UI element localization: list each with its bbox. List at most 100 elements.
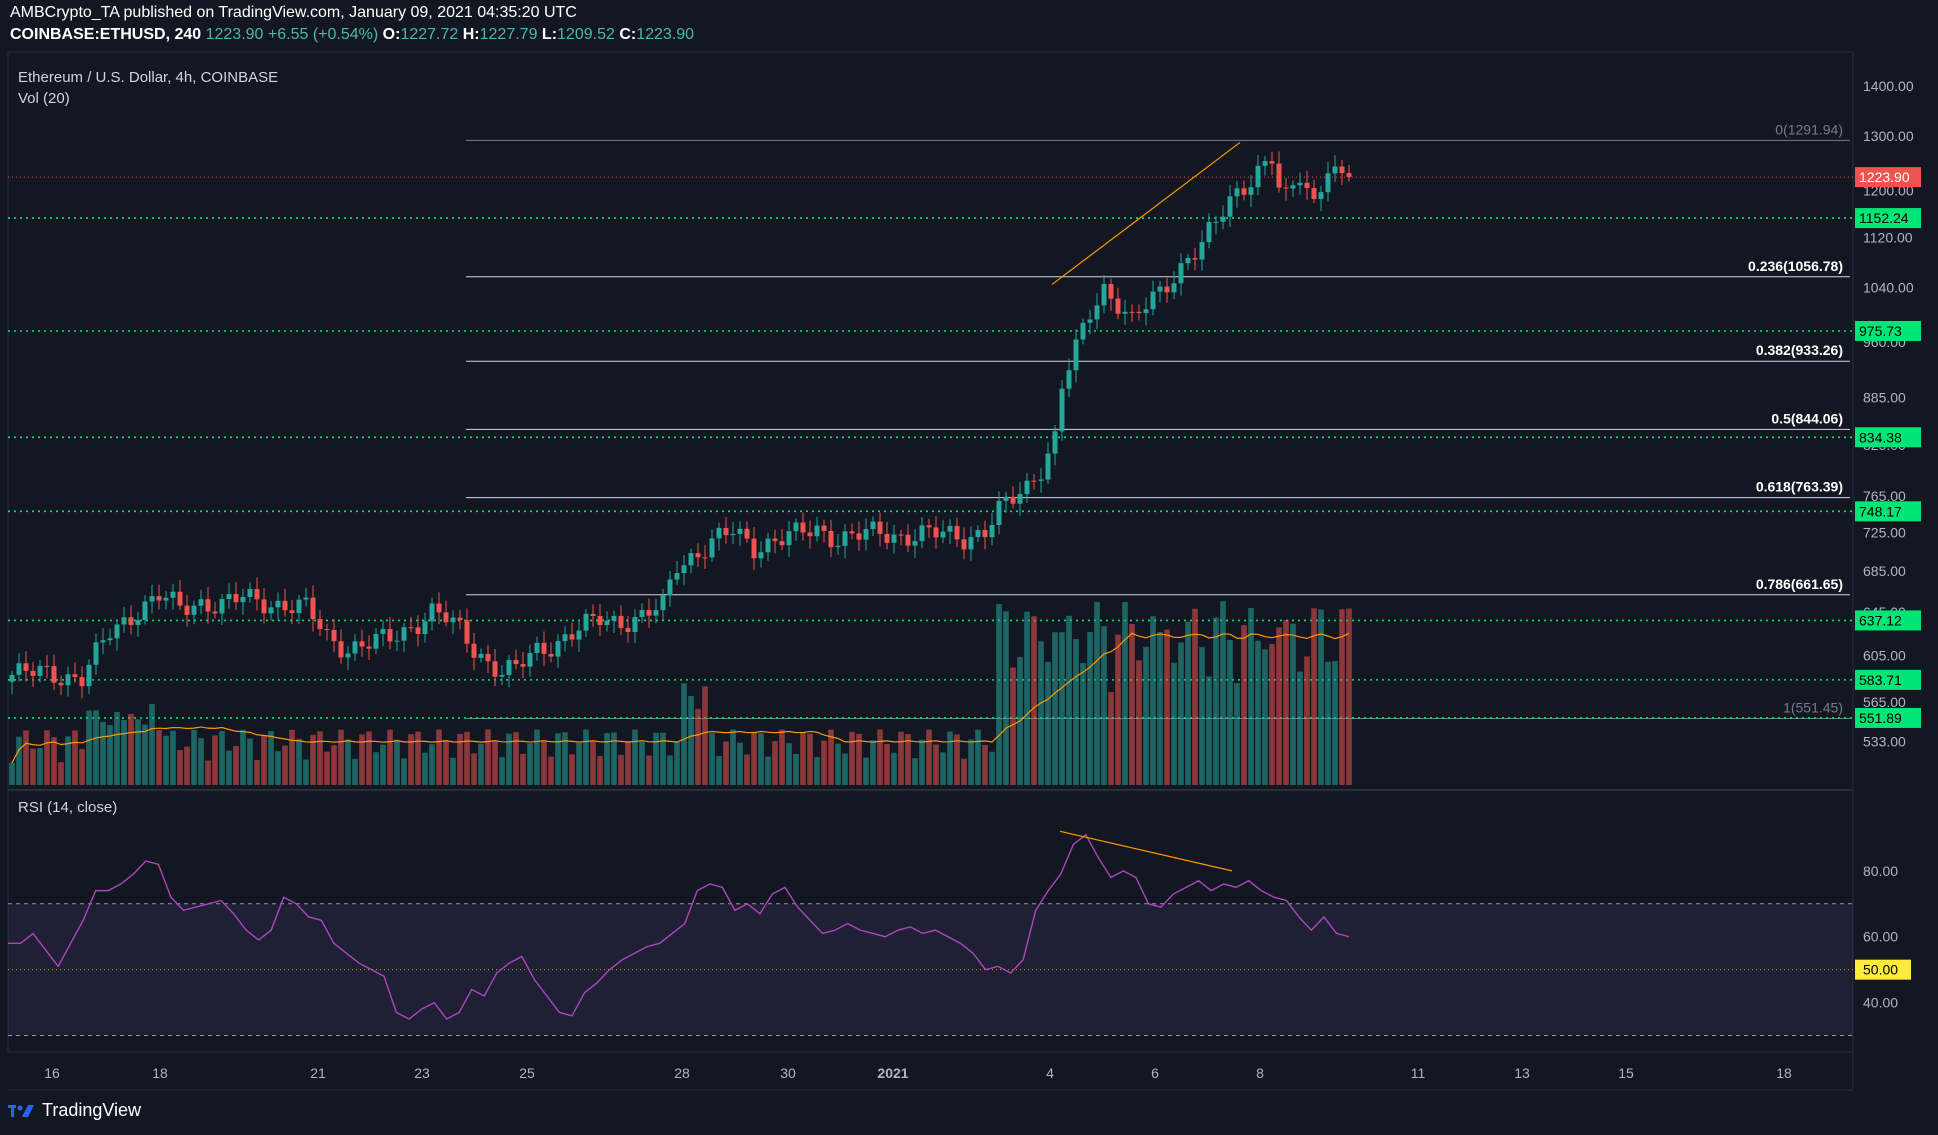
symbol-label[interactable]: COINBASE:ETHUSD, 240 xyxy=(10,26,202,43)
rsi-band-fill xyxy=(8,903,1853,1036)
candle-body xyxy=(100,640,106,643)
candle-body xyxy=(674,573,680,580)
volume-bar xyxy=(968,739,974,785)
candle-body xyxy=(989,524,995,538)
price-axis-tick: 1120.00 xyxy=(1863,229,1913,245)
volume-bar xyxy=(625,742,631,785)
candle-body xyxy=(79,677,85,687)
volume-bar xyxy=(506,733,512,785)
footer-brand: TradingView xyxy=(8,1100,141,1121)
volume-bar xyxy=(303,759,309,785)
volume-bar xyxy=(646,755,652,785)
volume-bar xyxy=(1346,608,1352,785)
candle-body xyxy=(723,527,729,536)
volume-bar xyxy=(9,762,15,785)
candle-body xyxy=(779,541,785,546)
volume-bar xyxy=(1164,629,1170,785)
volume-bar xyxy=(1157,632,1163,785)
time-axis-tick: 8 xyxy=(1256,1065,1264,1081)
volume-bar xyxy=(1178,642,1184,785)
level-price-tag xyxy=(1855,320,1921,341)
rsi-axis-tick: 60.00 xyxy=(1863,929,1898,945)
price-axis-tick: 725.00 xyxy=(1863,525,1906,541)
volume-bar xyxy=(576,742,582,785)
volume-bar xyxy=(408,734,414,785)
price-axis-tick: 533.00 xyxy=(1863,734,1906,750)
candle-body xyxy=(772,538,778,542)
candle-body xyxy=(961,539,967,550)
candle-body xyxy=(1143,309,1149,314)
candle-body xyxy=(821,525,827,531)
volume-bar xyxy=(240,729,246,785)
candle-body xyxy=(618,615,624,628)
volume-bar xyxy=(569,754,575,785)
candle-body xyxy=(982,530,988,538)
volume-bar xyxy=(1227,639,1233,785)
candle-body xyxy=(954,525,960,540)
candle-body xyxy=(310,597,316,620)
time-axis-tick: 2021 xyxy=(877,1065,908,1081)
volume-bar xyxy=(926,729,932,785)
open-label: O: xyxy=(382,26,401,43)
volume-bar xyxy=(247,738,253,785)
candle-body xyxy=(947,525,953,532)
volume-bar xyxy=(1248,607,1254,785)
price-change: +6.55 (+0.54%) xyxy=(267,26,379,43)
level-price-label: 834.38 xyxy=(1859,429,1902,445)
volume-bar xyxy=(541,740,547,785)
candle-body xyxy=(716,527,722,539)
volume-bar xyxy=(65,736,71,785)
volume-bar xyxy=(758,733,764,785)
candle-body xyxy=(1031,480,1037,482)
candle-body xyxy=(394,640,400,642)
candle-body xyxy=(583,613,589,631)
candle-body xyxy=(1241,188,1247,195)
candle-body xyxy=(884,533,890,543)
candle-body xyxy=(373,633,379,649)
volume-bar xyxy=(744,754,750,785)
ascending-trendline xyxy=(1051,141,1241,285)
volume-bar xyxy=(947,731,953,785)
volume-bar xyxy=(807,733,813,785)
candle-body xyxy=(65,674,71,686)
level-price-label: 551.89 xyxy=(1859,710,1902,726)
volume-bar xyxy=(667,755,673,785)
volume-bar xyxy=(779,729,785,785)
time-axis-tick: 28 xyxy=(674,1065,690,1081)
candle-body xyxy=(492,661,498,677)
volume-bar xyxy=(275,751,281,785)
candle-body xyxy=(709,538,715,558)
volume-bar xyxy=(387,729,393,785)
candle-body xyxy=(576,630,582,640)
volume-bar xyxy=(1304,656,1310,785)
volume-bar xyxy=(723,741,729,785)
volume-bar xyxy=(1185,621,1191,785)
candle-body xyxy=(1080,322,1086,340)
candle-body xyxy=(44,665,50,667)
volume-bar xyxy=(72,730,78,785)
candle-body xyxy=(1059,388,1065,432)
price-axis-tick: 685.00 xyxy=(1863,563,1906,579)
candle-body xyxy=(1087,319,1093,323)
volume-bar xyxy=(905,734,911,785)
volume-bar xyxy=(163,735,169,785)
candle-body xyxy=(443,612,449,623)
candle-body xyxy=(1171,283,1177,293)
candle-body xyxy=(268,607,274,614)
volume-bar xyxy=(716,755,722,785)
candle-body xyxy=(835,545,841,548)
level-price-label: 975.73 xyxy=(1859,323,1902,339)
volume-bar xyxy=(471,753,477,785)
brand-name: TradingView xyxy=(42,1100,142,1120)
candle-body xyxy=(828,530,834,548)
candle-body xyxy=(296,599,302,614)
volume-bar xyxy=(1024,611,1030,785)
volume-bar xyxy=(975,729,981,785)
volume-bar xyxy=(380,744,386,785)
candle-body xyxy=(107,638,113,641)
volume-bar xyxy=(401,758,407,785)
volume-bar xyxy=(436,729,442,785)
candle-body xyxy=(702,557,708,559)
candle-body xyxy=(1311,188,1317,200)
